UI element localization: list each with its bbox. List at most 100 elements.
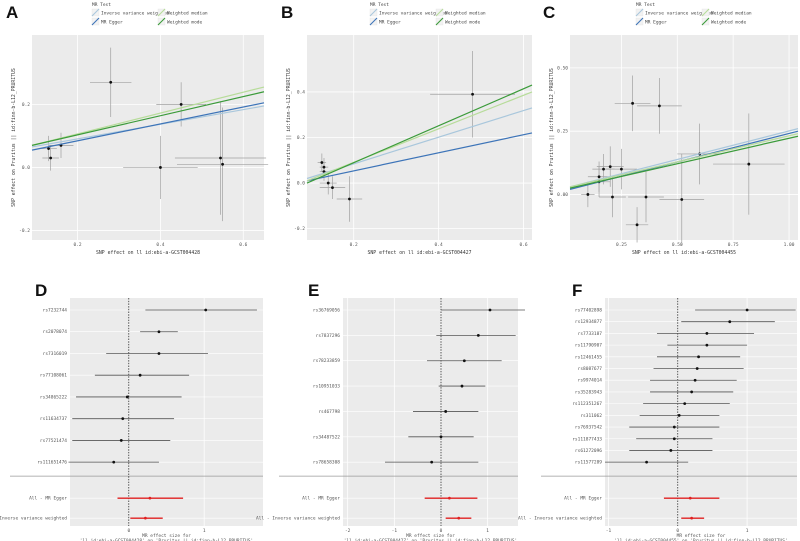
y-axis-title: SNP effect on Pruritus || id:finn-b-L12_… xyxy=(549,68,555,207)
data-point xyxy=(611,195,614,199)
snp-label: rs77108061 xyxy=(40,373,67,379)
y-tick-label: -0.2 xyxy=(294,226,305,232)
x-tick-label: 1 xyxy=(746,528,749,534)
snp-label: rs111877433 xyxy=(572,436,602,442)
data-point xyxy=(747,162,751,166)
x-tick-label: 0.4 xyxy=(435,242,443,248)
summary-estimate-point xyxy=(148,496,152,500)
plot-background xyxy=(605,298,797,526)
legend-key-line xyxy=(435,17,444,26)
legend-title: MR Test xyxy=(92,2,111,8)
snp-label: rs467798 xyxy=(318,409,340,415)
snp-estimate-point xyxy=(683,402,687,406)
summary-estimate-point xyxy=(690,516,694,520)
scatter-panel-b: B 0.2 0.4 0.6 -0.2 0.0 0.2 0.4 SNP effect on ll … xyxy=(281,2,533,256)
summary-estimate-point xyxy=(143,516,147,520)
panel-letter: A xyxy=(6,3,18,22)
snp-estimate-point xyxy=(705,343,709,347)
snp-label: rs11577289 xyxy=(575,460,602,466)
y-tick-label: 0.0 xyxy=(22,165,30,171)
summary-label: All - MR Egger xyxy=(564,496,602,502)
regression-line-mode xyxy=(31,91,265,146)
legend-entry: MR Egger xyxy=(645,20,667,26)
data-point xyxy=(471,92,474,96)
snp-label: rs77402898 xyxy=(575,308,602,314)
snp-label: rs61272096 xyxy=(575,448,602,454)
data-point xyxy=(109,80,113,84)
snp-label: rs78233859 xyxy=(313,358,340,364)
plot-background xyxy=(343,298,518,526)
legend-entry: Weighted median xyxy=(711,11,752,17)
snp-estimate-point xyxy=(672,437,676,441)
data-point xyxy=(586,193,590,196)
x-axis-title: SNP effect on ll id:ebi-a-GCST004427 xyxy=(368,250,472,256)
data-point xyxy=(322,165,326,169)
snp-label: rs7316019 xyxy=(43,351,68,357)
y-tick-label: 0.4 xyxy=(297,89,305,95)
scatter-panel-a: A 0.2 0.4 0.6 -0.2 0.0 0.2 SNP effect on ll id:… xyxy=(6,2,269,256)
legend-entry: Inverse variance weighted xyxy=(379,11,447,17)
snp-estimate-point xyxy=(695,367,699,370)
data-point xyxy=(680,198,684,201)
legend: MR Test Inverse variance weightedWeighted… xyxy=(91,2,208,26)
summary-label: All - Inverse variance weighted xyxy=(0,516,67,522)
summary-label: All - Inverse variance weighted xyxy=(518,516,602,522)
snp-estimate-point xyxy=(430,460,434,464)
x-tick-label: 0 xyxy=(676,528,679,534)
summary-label: All - Inverse variance weighted xyxy=(256,516,340,522)
snp-label: rs77521474 xyxy=(40,438,67,444)
x-tick-label: 0.75 xyxy=(728,242,739,248)
x-tick-label: 0.4 xyxy=(156,242,164,248)
legend-entry: Inverse variance weighted xyxy=(101,11,169,17)
x-tick-label: -1 xyxy=(392,528,398,534)
snp-label: rs112351267 xyxy=(572,401,602,407)
legend-key-line xyxy=(157,8,166,17)
legend-entry: MR Egger xyxy=(379,20,401,26)
legend-entry: Weighted median xyxy=(167,11,208,17)
legend-key-line xyxy=(369,17,378,26)
data-point xyxy=(644,195,648,199)
summary-estimate-point xyxy=(688,496,692,500)
data-point xyxy=(320,161,324,164)
data-point xyxy=(631,101,634,105)
x-axis-title: MR effect size for'll id:ebi-a-GCST00442… xyxy=(344,533,517,541)
summary-estimate-point xyxy=(448,496,451,500)
regression-line-ivw xyxy=(569,128,799,188)
data-point xyxy=(331,186,334,190)
legend-key-line xyxy=(635,8,644,17)
snp-estimate-point xyxy=(157,330,161,334)
legend-entry: Inverse variance weighted xyxy=(645,11,713,17)
legend-entry: MR Egger xyxy=(101,20,123,26)
snp-estimate-point xyxy=(690,390,694,394)
snp-label: rs76937542 xyxy=(575,425,602,431)
legend-key-line xyxy=(435,8,444,17)
snp-estimate-point xyxy=(125,395,129,399)
snp-estimate-point xyxy=(119,439,123,442)
snp-label: rs311062 xyxy=(580,413,602,419)
snp-label: rs35283943 xyxy=(575,389,602,395)
legend-title: MR Test xyxy=(636,2,655,8)
y-axis-title: SNP effect on Pruritus || id:finn-b-L12_… xyxy=(286,68,292,207)
x-tick-label: 1 xyxy=(486,528,489,534)
snp-label: rs12461455 xyxy=(575,354,602,360)
snp-label: rs12934877 xyxy=(575,319,602,325)
regression-line-median xyxy=(31,86,265,146)
snp-label: rs7837296 xyxy=(316,333,341,339)
snp-estimate-point xyxy=(645,460,648,464)
summary-label: All - MR Egger xyxy=(29,496,67,502)
snp-estimate-point xyxy=(728,320,732,324)
y-tick-label: 0.2 xyxy=(297,135,305,141)
x-tick-label: 0.6 xyxy=(239,242,247,248)
snp-estimate-point xyxy=(745,308,749,312)
data-point xyxy=(602,167,605,171)
snp-label: rs11790907 xyxy=(575,343,602,349)
snp-estimate-point xyxy=(462,359,466,363)
x-axis-title: MR effect size for'll id:ebi-a-GCST00445… xyxy=(614,533,787,541)
x-tick-label: 0.2 xyxy=(350,242,358,248)
legend-entry: Weighted mode xyxy=(711,20,747,26)
panel-letter: B xyxy=(281,3,293,22)
data-point xyxy=(179,102,183,106)
